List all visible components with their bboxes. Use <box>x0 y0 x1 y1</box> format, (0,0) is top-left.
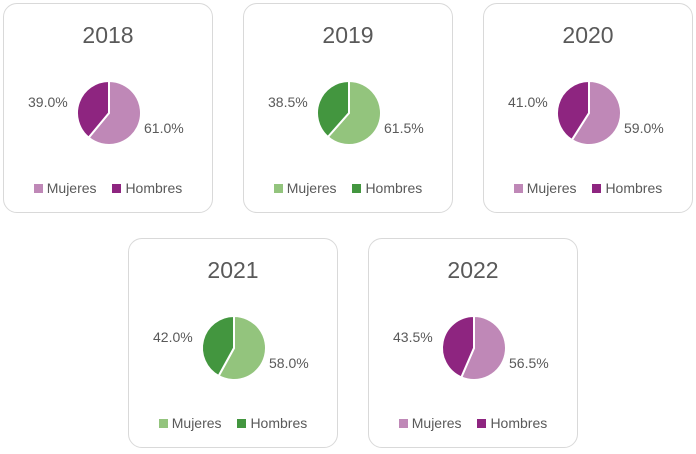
legend-item-mujeres: Mujeres <box>158 415 222 431</box>
legend-swatch <box>352 184 362 193</box>
legend-swatch <box>33 184 43 193</box>
legend-label: Mujeres <box>286 180 337 196</box>
legend: Mujeres Hombres <box>4 180 212 196</box>
legend: Mujeres Hombres <box>369 415 577 431</box>
chart-title: 2020 <box>562 22 614 48</box>
legend-item-mujeres: Mujeres <box>33 180 97 196</box>
legend-swatch <box>158 419 168 428</box>
data-label-hombres: 38.5% <box>268 94 308 110</box>
legend-item-mujeres: Mujeres <box>513 180 577 196</box>
pie-slice-hombres <box>316 79 350 139</box>
legend-item-hombres: Hombres <box>352 180 422 196</box>
chart-title: 2021 <box>207 257 259 283</box>
chart-card-2022: 2022 43.5% 56.5% Mujeres Hombres <box>368 238 578 448</box>
legend-swatch <box>273 184 283 193</box>
data-label-hombres: 41.0% <box>508 94 548 110</box>
legend-label: Mujeres <box>411 415 462 431</box>
pie-slice-mujeres <box>459 314 507 381</box>
pie-slice-hombres <box>76 79 110 140</box>
pie-slice-mujeres <box>570 79 622 146</box>
legend-item-hombres: Hombres <box>112 180 182 196</box>
legend-label: Hombres <box>125 180 183 196</box>
legend: Mujeres Hombres <box>484 180 692 196</box>
legend-label: Mujeres <box>46 180 97 196</box>
legend-swatch <box>398 419 408 428</box>
chart-card-2020: 2020 41.0% 59.0% Mujeres Hombres <box>483 3 693 213</box>
chart-title: 2022 <box>447 257 499 283</box>
pie <box>76 79 142 146</box>
data-label-mujeres: 61.0% <box>144 120 184 136</box>
legend-item-hombres: Hombres <box>477 415 547 431</box>
pie-slice-mujeres <box>217 314 267 381</box>
pie-slice-hombres <box>441 314 475 379</box>
data-label-mujeres: 56.5% <box>509 355 549 371</box>
legend-swatch <box>112 184 122 193</box>
pie-slice-mujeres <box>87 79 142 146</box>
legend-label: Mujeres <box>526 180 577 196</box>
chart-title: 2019 <box>322 22 374 48</box>
pie <box>556 79 622 146</box>
legend-label: Hombres <box>490 415 548 431</box>
legend: Mujeres Hombres <box>129 415 337 431</box>
legend-item-mujeres: Mujeres <box>398 415 462 431</box>
legend-swatch <box>237 419 247 428</box>
legend-item-hombres: Hombres <box>237 415 307 431</box>
data-label-mujeres: 61.5% <box>384 120 424 136</box>
data-label-hombres: 39.0% <box>28 94 68 110</box>
pie-slice-hombres <box>201 314 235 378</box>
data-label-hombres: 43.5% <box>393 329 433 345</box>
data-label-mujeres: 58.0% <box>269 355 309 371</box>
legend-label: Hombres <box>605 180 663 196</box>
legend-swatch <box>513 184 523 193</box>
pie <box>201 314 267 381</box>
legend-label: Hombres <box>250 415 308 431</box>
chart-card-2019: 2019 38.5% 61.5% Mujeres Hombres <box>243 3 453 213</box>
legend-item-mujeres: Mujeres <box>273 180 337 196</box>
chart-title: 2018 <box>82 22 134 48</box>
pie <box>316 79 382 146</box>
legend-swatch <box>592 184 602 193</box>
data-label-hombres: 42.0% <box>153 329 193 345</box>
data-label-mujeres: 59.0% <box>624 120 664 136</box>
pie-slice-hombres <box>556 79 590 142</box>
legend-swatch <box>477 419 487 428</box>
legend-label: Mujeres <box>171 415 222 431</box>
legend-label: Hombres <box>365 180 423 196</box>
chart-card-2018: 2018 39.0% 61.0% Mujeres Hombres <box>3 3 213 213</box>
pie-slice-mujeres <box>326 79 382 146</box>
legend: Mujeres Hombres <box>244 180 452 196</box>
chart-card-2021: 2021 42.0% 58.0% Mujeres Hombres <box>128 238 338 448</box>
legend-item-hombres: Hombres <box>592 180 662 196</box>
pie <box>441 314 507 381</box>
